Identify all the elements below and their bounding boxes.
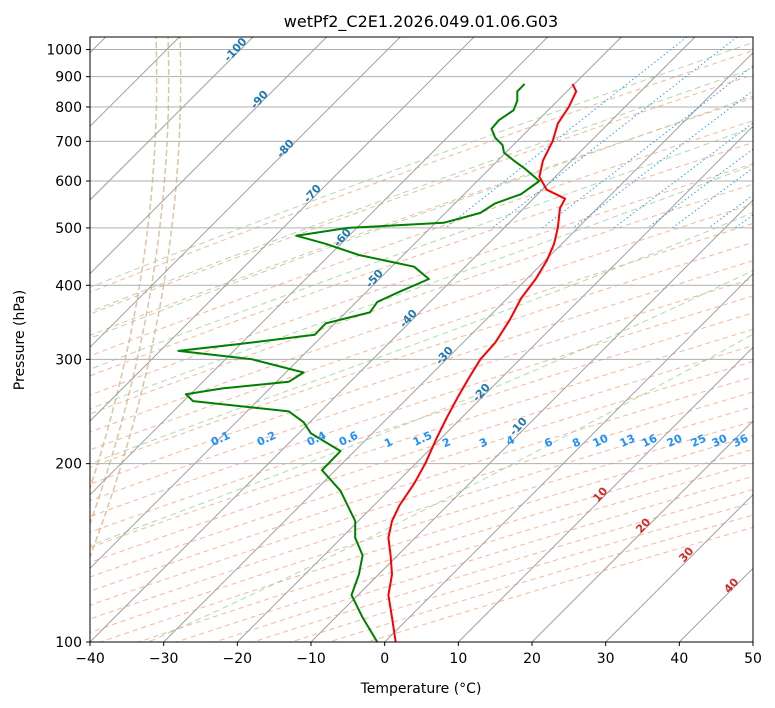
moist-adiabat-line	[90, 126, 753, 370]
x-tick-label: 40	[670, 651, 688, 667]
plot-frame	[89, 36, 754, 643]
x-axis-label: Temperature (°C)	[360, 681, 482, 697]
mixing-ratio-label: 36	[731, 432, 751, 450]
y-tick-label: 400	[55, 278, 82, 294]
y-tick-label: 700	[55, 134, 82, 150]
x-tick-label: −40	[75, 651, 105, 667]
saturation-curve	[90, 37, 170, 526]
dewpoint-line	[177, 83, 541, 642]
dry-adiabat-line	[90, 260, 753, 485]
isotherm-line	[310, 199, 753, 642]
moist-adiabat-line	[90, 41, 753, 288]
y-tick-label: 600	[55, 174, 82, 190]
isotherm-line	[236, 125, 753, 642]
mixing-ratio-label: 20	[665, 432, 685, 450]
dry-adiabat-line	[90, 141, 753, 377]
isotherm-line	[90, 37, 696, 642]
x-tick-label: 0	[380, 651, 389, 667]
y-tick-label: 100	[55, 635, 82, 651]
isotherm-line	[90, 37, 328, 275]
isotherm-line	[90, 37, 622, 570]
mixing-ratio-lines	[445, 37, 753, 229]
dry-adiabat-line	[90, 241, 753, 468]
isotherm-line	[457, 346, 753, 642]
isotherm-line	[531, 420, 753, 642]
grid-lines	[90, 49, 753, 642]
x-tick-label: 10	[449, 651, 467, 667]
mixing-ratio-label: 30	[710, 432, 730, 450]
chart-title: wetPf2_C2E1.2026.049.01.06.G03	[284, 12, 558, 32]
isotherm-line	[605, 493, 753, 642]
isotherm-line	[90, 37, 254, 201]
moist-adiabat-line	[90, 164, 753, 410]
mixing-ratio-line	[572, 90, 753, 229]
moist-adiabat-line	[148, 333, 753, 642]
x-axis-ticks: −40 −30 −20 −10 0 10 20 30 40 50	[75, 642, 762, 667]
temperature-line	[387, 83, 578, 642]
x-tick-label: 30	[597, 651, 615, 667]
x-tick-label: −10	[296, 651, 326, 667]
moist-adiabat-line	[90, 67, 753, 313]
dry-adiabat-line	[90, 50, 753, 293]
mixing-ratio-line	[542, 65, 753, 229]
dry-adiabat-line	[90, 295, 753, 518]
saturation-curve	[90, 37, 158, 491]
dry-adiabats	[90, 50, 753, 642]
x-tick-label: −20	[223, 651, 253, 667]
dry-adiabat-line	[90, 345, 753, 563]
dry-adiabat-line	[90, 312, 753, 533]
skewed-isotherms	[90, 37, 753, 642]
dry-adiabat-line	[90, 391, 753, 606]
moist-adiabat-line	[90, 269, 753, 547]
y-tick-label: 1000	[46, 43, 82, 59]
isotherm-line	[90, 37, 401, 349]
x-tick-label: 50	[744, 651, 762, 667]
sounding-series	[177, 83, 578, 642]
y-tick-label: 500	[55, 221, 82, 237]
x-tick-label: 20	[523, 651, 541, 667]
isotherm-line	[384, 272, 753, 642]
isotherm-line	[90, 37, 549, 496]
dry-adiabat-line	[90, 163, 753, 396]
y-tick-label: 800	[55, 100, 82, 116]
moist-adiabat-line	[90, 211, 753, 465]
mixing-ratio-label: 10	[591, 432, 611, 450]
isotherm-line	[163, 51, 753, 642]
mixing-ratio-label: 13	[618, 432, 637, 450]
mixing-ratio-label: 16	[640, 432, 660, 450]
plot-area: 0.1 0.2 0.4 0.6 1 1.5 2 3 4 6 8 10 13 16 20 25 30 36-100-…	[90, 37, 753, 642]
y-tick-label: 300	[55, 352, 82, 368]
mixing-ratio-line	[492, 37, 738, 229]
isotherm-line	[90, 37, 475, 422]
mixing-ratio-label: 25	[689, 432, 708, 450]
dry-adiabat-line	[90, 203, 753, 433]
y-axis-ticks: 100 200 300 400 500 600 700 800 900 1000	[46, 43, 90, 651]
mixing-ratio-line	[672, 167, 753, 229]
x-tick-label: −30	[149, 651, 179, 667]
y-axis-label: Pressure (hPa)	[12, 290, 28, 390]
y-tick-label: 200	[55, 457, 82, 473]
y-tick-label: 900	[55, 70, 82, 86]
moist-adiabat-line	[90, 95, 753, 339]
dry-adiabat-line	[90, 74, 753, 315]
